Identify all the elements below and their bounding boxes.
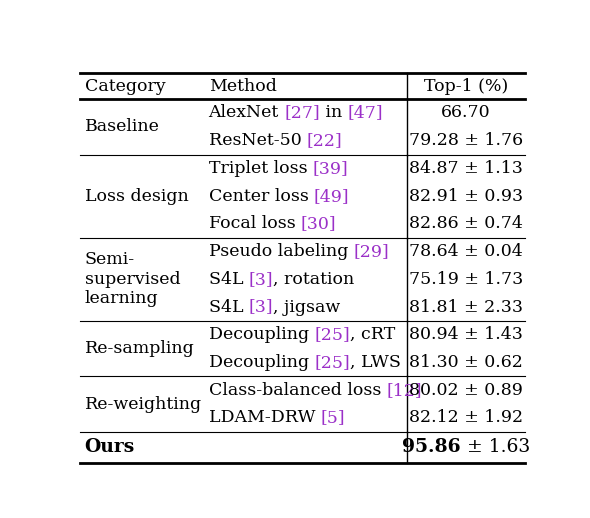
Text: Category: Category [84,78,165,95]
Text: 82.91 ± 0.93: 82.91 ± 0.93 [409,188,523,205]
Text: [12]: [12] [386,382,422,399]
Text: 95.86: 95.86 [402,438,461,456]
Text: Decoupling: Decoupling [209,354,314,371]
Text: , rotation: , rotation [273,271,355,288]
Text: [49]: [49] [314,188,350,205]
Text: [30]: [30] [301,215,336,233]
Text: LDAM-DRW: LDAM-DRW [209,409,320,426]
Text: Ours: Ours [84,438,135,456]
Text: , jigsaw: , jigsaw [273,298,340,315]
Text: [39]: [39] [313,160,349,177]
Text: , cRT: , cRT [350,326,395,343]
Text: in: in [320,105,348,122]
Text: S4L: S4L [209,271,248,288]
Text: [29]: [29] [353,243,389,260]
Text: [47]: [47] [348,105,384,122]
Text: [27]: [27] [284,105,320,122]
Text: Re-sampling: Re-sampling [84,340,194,357]
Text: [22]: [22] [307,132,343,149]
Text: [25]: [25] [314,326,350,343]
Text: 80.94 ± 1.43: 80.94 ± 1.43 [409,326,523,343]
Text: 79.28 ± 1.76: 79.28 ± 1.76 [409,132,523,149]
Text: 82.12 ± 1.92: 82.12 ± 1.92 [409,409,523,426]
Text: Method: Method [209,78,277,95]
Text: Focal loss: Focal loss [209,215,301,233]
Text: ± 1.63: ± 1.63 [461,438,530,456]
Text: Loss design: Loss design [84,188,188,205]
Text: Decoupling: Decoupling [209,326,314,343]
Text: 81.81 ± 2.33: 81.81 ± 2.33 [409,298,523,315]
Text: Baseline: Baseline [84,118,159,135]
Text: 75.19 ± 1.73: 75.19 ± 1.73 [409,271,523,288]
Text: Class-balanced loss: Class-balanced loss [209,382,386,399]
Text: [25]: [25] [314,354,350,371]
Text: [5]: [5] [320,409,345,426]
Text: 78.64 ± 0.04: 78.64 ± 0.04 [409,243,523,260]
Text: 82.86 ± 0.74: 82.86 ± 0.74 [409,215,523,233]
Text: 84.87 ± 1.13: 84.87 ± 1.13 [409,160,523,177]
Text: Re-weighting: Re-weighting [84,396,202,412]
Text: Semi-
supervised
learning: Semi- supervised learning [84,251,180,307]
Text: Pseudo labeling: Pseudo labeling [209,243,353,260]
Text: 81.30 ± 0.62: 81.30 ± 0.62 [409,354,523,371]
Text: S4L: S4L [209,298,248,315]
Text: [3]: [3] [248,271,273,288]
Text: 80.02 ± 0.89: 80.02 ± 0.89 [409,382,523,399]
Text: ResNet-50: ResNet-50 [209,132,307,149]
Text: AlexNet: AlexNet [209,105,284,122]
Text: [3]: [3] [248,298,273,315]
Text: Center loss: Center loss [209,188,314,205]
Text: Top-1 (%): Top-1 (%) [424,78,508,95]
Text: 66.70: 66.70 [441,105,491,122]
Text: Triplet loss: Triplet loss [209,160,313,177]
Text: , LWS: , LWS [350,354,401,371]
